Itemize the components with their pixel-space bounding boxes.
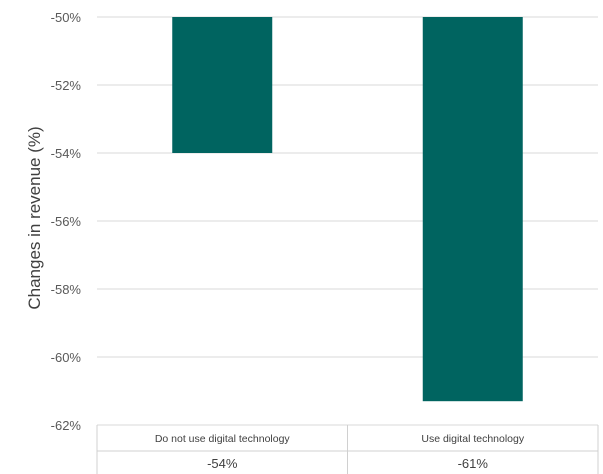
category-label: Use digital technology (421, 433, 524, 445)
y-tick-label: -58% (51, 282, 82, 297)
value-label: -54% (207, 456, 238, 471)
gridlines (97, 16, 598, 426)
y-axis-label: Changes in revenue (%) (25, 126, 44, 309)
y-tick-label: -54% (51, 146, 82, 161)
bar (172, 17, 273, 153)
bars (172, 17, 523, 402)
y-axis-tick-labels: -50% -52% -54% -56% -58% -60% -62% (51, 10, 82, 433)
data-table: Do not use digital technology -54% Use dig… (96, 425, 599, 474)
category-label: Do not use digital technology (155, 433, 291, 445)
bar (422, 17, 523, 402)
y-tick-label: -50% (51, 10, 82, 25)
y-tick-label: -62% (51, 418, 82, 433)
y-tick-label: -52% (51, 78, 82, 93)
y-tick-label: -60% (51, 350, 82, 365)
y-tick-label: -56% (51, 214, 82, 229)
value-label: -61% (458, 456, 489, 471)
